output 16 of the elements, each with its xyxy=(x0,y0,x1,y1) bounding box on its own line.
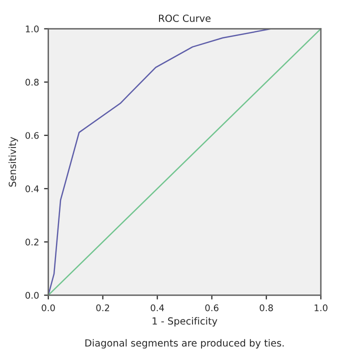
y-tick-label: 0.4 xyxy=(26,185,39,192)
x-tick-label: 0.8 xyxy=(260,304,273,312)
y-tick-label: 0.2 xyxy=(26,238,38,246)
y-axis-title: Sensitivity xyxy=(8,136,18,187)
x-tick-label: 0.2 xyxy=(96,304,110,312)
x-tick-label: 0.6 xyxy=(205,304,218,312)
x-tick-label: 0.4 xyxy=(150,304,164,312)
y-tick-label: 0.6 xyxy=(26,132,39,139)
x-tick-label: 1.0 xyxy=(314,304,328,312)
x-tick-label: 0.0 xyxy=(42,304,55,312)
y-tick-label: 1.0 xyxy=(26,26,39,32)
y-tick-label: 0.0 xyxy=(26,292,39,299)
chart-title: ROC Curve xyxy=(159,14,211,22)
x-axis-title: 1 - Specificity xyxy=(152,317,218,327)
y-tick-label: 0.8 xyxy=(26,78,39,86)
text: Diagonal segments are produced by ties. xyxy=(85,339,284,349)
